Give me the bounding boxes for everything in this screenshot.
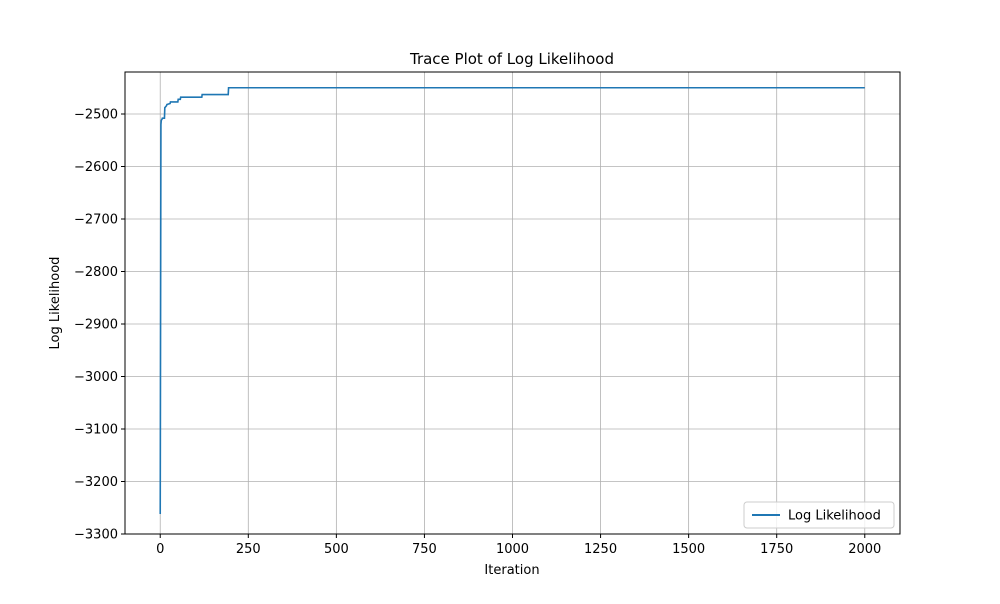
x-tick-label: 500 [324,542,349,557]
y-tick-label: −2600 [74,160,118,175]
y-tick-label: −3000 [74,370,118,385]
y-tick-label: −2900 [74,318,118,333]
y-tick-label: −2800 [74,265,118,280]
series-line-log-likelihood [159,86,865,515]
x-tick-label: 1250 [584,542,617,557]
x-tick-label: 750 [412,542,437,557]
x-axis-ticks: 0 250 500 750 1000 1250 1500 1750 2000 [156,534,881,557]
y-tick-label: −2700 [74,213,118,228]
y-tick-label: −3300 [74,528,118,543]
chart-title: Trace Plot of Log Likelihood [409,50,614,68]
legend-label: Log Likelihood [788,509,881,524]
y-tick-label: −2500 [74,108,118,123]
x-tick-label: 2000 [848,542,881,557]
x-tick-label: 1500 [672,542,705,557]
legend-box [743,501,895,529]
x-tick-label: 250 [236,542,261,557]
x-tick-label: 1750 [760,542,793,557]
y-axis-ticks: −3300 −3200 −3100 −3000 −2900 −2800 −2700 −2600… [74,108,125,543]
y-tick-label: −3200 [74,475,118,490]
x-tick-label: 1000 [496,542,529,557]
y-axis-label: Log Likelihood [48,257,63,350]
legend: Log Likelihood [743,501,895,529]
y-tick-label: −3100 [74,423,118,438]
grid-lines [125,72,900,535]
x-tick-label: 0 [156,542,164,557]
plot-area [159,86,865,515]
x-axis-label: Iteration [484,563,539,578]
